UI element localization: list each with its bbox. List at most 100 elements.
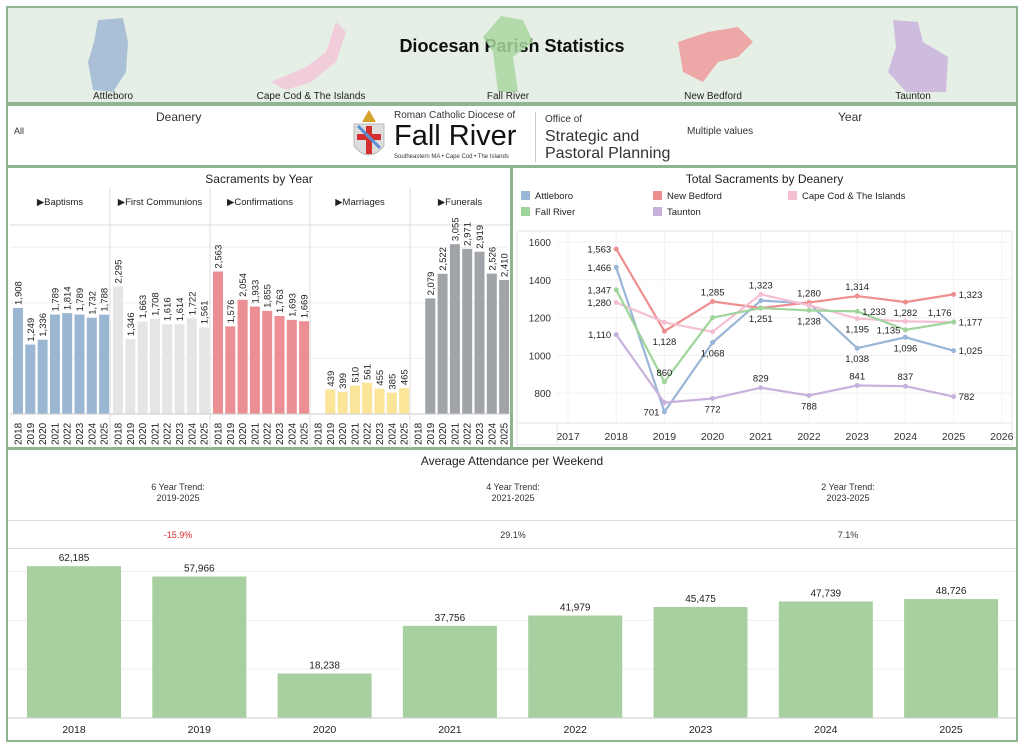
bar[interactable] xyxy=(13,307,23,414)
sacrament-header[interactable]: ▶Marriages xyxy=(335,197,385,208)
year-filter[interactable]: Multiple values xyxy=(687,126,754,137)
legend-item[interactable]: Fall River xyxy=(521,207,575,218)
data-point[interactable] xyxy=(854,382,860,388)
data-point[interactable] xyxy=(806,302,812,308)
data-point[interactable] xyxy=(613,299,619,305)
map-shape[interactable] xyxy=(88,18,128,92)
bar[interactable] xyxy=(186,318,197,414)
legend-item[interactable]: Cape Cod & The Islands xyxy=(788,191,906,202)
data-point[interactable] xyxy=(613,264,619,270)
bar[interactable] xyxy=(462,248,473,414)
data-point[interactable] xyxy=(661,328,667,334)
bar[interactable] xyxy=(325,389,336,414)
deanery-map-new-bedford[interactable]: New Bedford xyxy=(668,12,758,102)
data-point[interactable] xyxy=(710,329,716,335)
data-point[interactable] xyxy=(854,308,860,314)
deanery-map-fall-river[interactable]: Fall River xyxy=(463,12,553,102)
bar[interactable] xyxy=(362,382,373,414)
bar[interactable] xyxy=(213,271,223,414)
data-point[interactable] xyxy=(854,345,860,351)
bar[interactable] xyxy=(162,324,173,414)
bar[interactable] xyxy=(286,319,297,414)
bar[interactable] xyxy=(74,314,85,414)
data-point[interactable] xyxy=(806,307,812,313)
data-point[interactable] xyxy=(902,383,908,389)
attendance-bar[interactable] xyxy=(402,625,497,718)
series-line[interactable] xyxy=(615,266,954,415)
data-point[interactable] xyxy=(806,392,812,398)
bar[interactable] xyxy=(62,313,73,414)
data-point[interactable] xyxy=(661,400,667,406)
bar[interactable] xyxy=(37,339,48,414)
series-line[interactable] xyxy=(615,293,954,333)
bar[interactable] xyxy=(225,326,236,414)
bar[interactable] xyxy=(499,280,510,414)
deanery-filter[interactable]: All xyxy=(14,126,25,136)
attendance-bar[interactable] xyxy=(27,566,121,718)
bar[interactable] xyxy=(113,286,123,414)
data-point[interactable] xyxy=(902,334,908,340)
bar[interactable] xyxy=(474,251,485,414)
legend-item[interactable]: Taunton xyxy=(653,207,701,218)
bar[interactable] xyxy=(399,388,410,414)
bar[interactable] xyxy=(449,244,460,414)
data-point[interactable] xyxy=(710,315,716,321)
bar[interactable] xyxy=(25,344,36,414)
bar[interactable] xyxy=(125,339,136,414)
bar[interactable] xyxy=(99,314,110,414)
map-shape[interactable] xyxy=(271,22,346,90)
bar[interactable] xyxy=(374,388,385,414)
legend-item[interactable]: New Bedford xyxy=(653,191,722,202)
series-line[interactable] xyxy=(615,333,954,404)
bar[interactable] xyxy=(337,391,348,414)
deanery-map-attleboro[interactable]: Attleboro xyxy=(68,12,158,102)
bar[interactable] xyxy=(486,273,497,414)
data-point[interactable] xyxy=(758,385,764,391)
attendance-bar[interactable] xyxy=(778,601,873,718)
bar[interactable] xyxy=(274,315,285,414)
sacrament-header[interactable]: ▶Baptisms xyxy=(37,197,84,208)
sacrament-header[interactable]: ▶First Communions xyxy=(118,197,203,208)
data-point[interactable] xyxy=(613,332,619,338)
data-point[interactable] xyxy=(710,299,716,305)
map-shape[interactable] xyxy=(483,16,533,92)
bar[interactable] xyxy=(49,314,60,414)
attendance-bar[interactable] xyxy=(277,673,372,718)
data-point[interactable] xyxy=(613,246,619,252)
data-point[interactable] xyxy=(710,340,716,346)
series-line[interactable] xyxy=(615,289,954,384)
data-point[interactable] xyxy=(758,291,764,297)
data-point[interactable] xyxy=(661,319,667,325)
bar[interactable] xyxy=(86,317,97,414)
bar[interactable] xyxy=(137,321,148,414)
bar[interactable] xyxy=(386,392,397,414)
attendance-bar[interactable] xyxy=(904,599,999,718)
deanery-map-cape-cod-the-islands[interactable]: Cape Cod & The Islands xyxy=(257,12,365,102)
data-point[interactable] xyxy=(854,316,860,322)
bar[interactable] xyxy=(299,321,310,414)
map-shape[interactable] xyxy=(888,20,948,92)
data-point[interactable] xyxy=(902,318,908,324)
data-point[interactable] xyxy=(710,395,716,401)
data-point[interactable] xyxy=(902,327,908,333)
bar[interactable] xyxy=(149,319,160,414)
bar[interactable] xyxy=(174,324,185,414)
bar[interactable] xyxy=(425,298,436,414)
data-point[interactable] xyxy=(854,293,860,299)
legend-item[interactable]: Attleboro xyxy=(521,191,573,202)
data-point[interactable] xyxy=(951,319,957,325)
deanery-map-taunton[interactable]: Taunton xyxy=(868,12,958,102)
attendance-bar[interactable] xyxy=(528,615,623,718)
data-point[interactable] xyxy=(902,299,908,305)
sacrament-header[interactable]: ▶Confirmations xyxy=(227,197,293,208)
data-point[interactable] xyxy=(951,394,957,400)
bar[interactable] xyxy=(437,273,448,414)
bar[interactable] xyxy=(249,306,260,414)
bar[interactable] xyxy=(199,327,210,414)
sacrament-header[interactable]: ▶Funerals xyxy=(438,197,483,208)
data-point[interactable] xyxy=(951,291,957,297)
data-point[interactable] xyxy=(758,305,764,311)
data-point[interactable] xyxy=(613,287,619,293)
data-point[interactable] xyxy=(758,298,764,304)
map-shape[interactable] xyxy=(678,27,753,82)
